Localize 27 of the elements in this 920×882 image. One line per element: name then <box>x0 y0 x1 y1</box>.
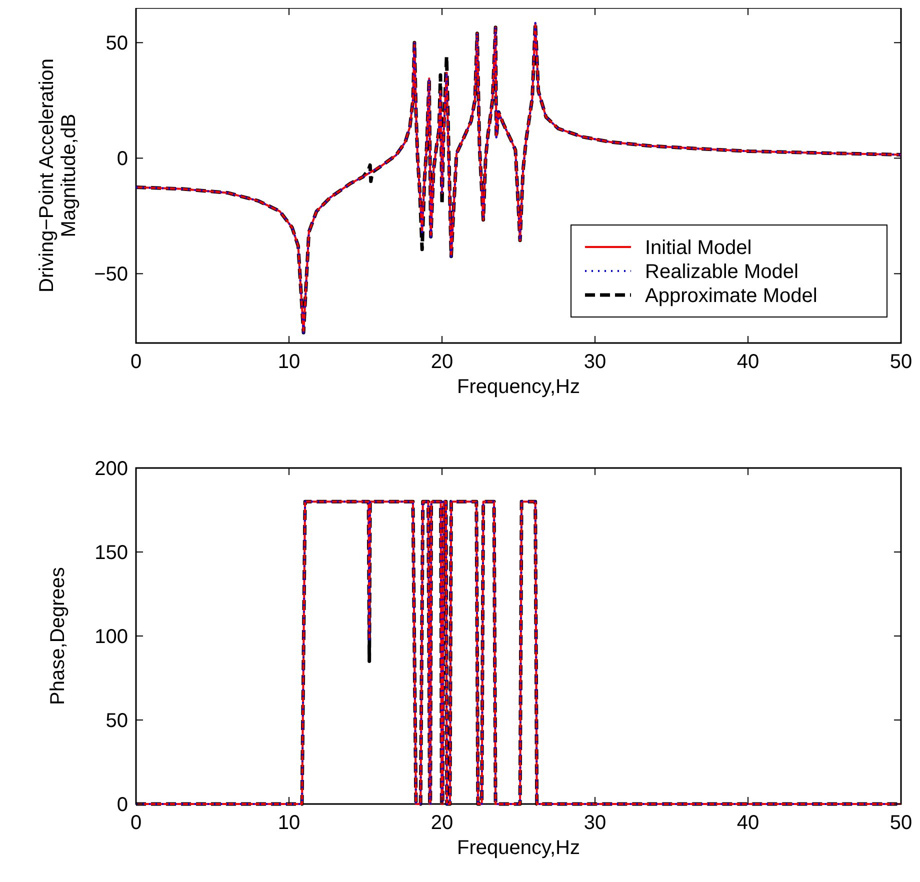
x-tick-label: 0 <box>130 351 142 373</box>
x-axis-title: Frequency,Hz <box>456 376 580 398</box>
y-axis-title: Phase,Degrees <box>47 567 69 705</box>
x-tick-label: 20 <box>430 351 454 373</box>
legend-label: Approximate Model <box>645 285 818 307</box>
y-tick-label: 0 <box>116 794 128 816</box>
y-tick-label: 50 <box>106 32 128 55</box>
x-tick-label: 30 <box>584 351 606 373</box>
y-axis-title: Driving−Point Acceleration Magnitude,dB <box>36 58 80 293</box>
x-axis-title: Frequency,Hz <box>456 837 580 859</box>
x-tick-label: 10 <box>278 351 300 373</box>
x-tick-label: 40 <box>736 351 760 373</box>
x-tick-label: 0 <box>130 812 142 834</box>
y-tick-label: 100 <box>94 626 128 648</box>
x-tick-label: 50 <box>890 351 912 373</box>
x-tick-label: 50 <box>890 812 912 834</box>
legend-label: Initial Model <box>645 237 752 259</box>
x-tick-label: 10 <box>278 812 300 834</box>
x-tick-label: 40 <box>736 812 760 834</box>
x-tick-label: 20 <box>430 812 454 834</box>
y-tick-label: 150 <box>94 542 128 564</box>
y-tick-label: 0 <box>116 148 128 170</box>
y-tick-label: 200 <box>94 458 128 480</box>
y-tick-label: 50 <box>106 710 128 732</box>
x-tick-label: 30 <box>584 812 606 834</box>
y-tick-label: −50 <box>94 264 128 286</box>
legend-label: Realizable Model <box>645 261 798 283</box>
